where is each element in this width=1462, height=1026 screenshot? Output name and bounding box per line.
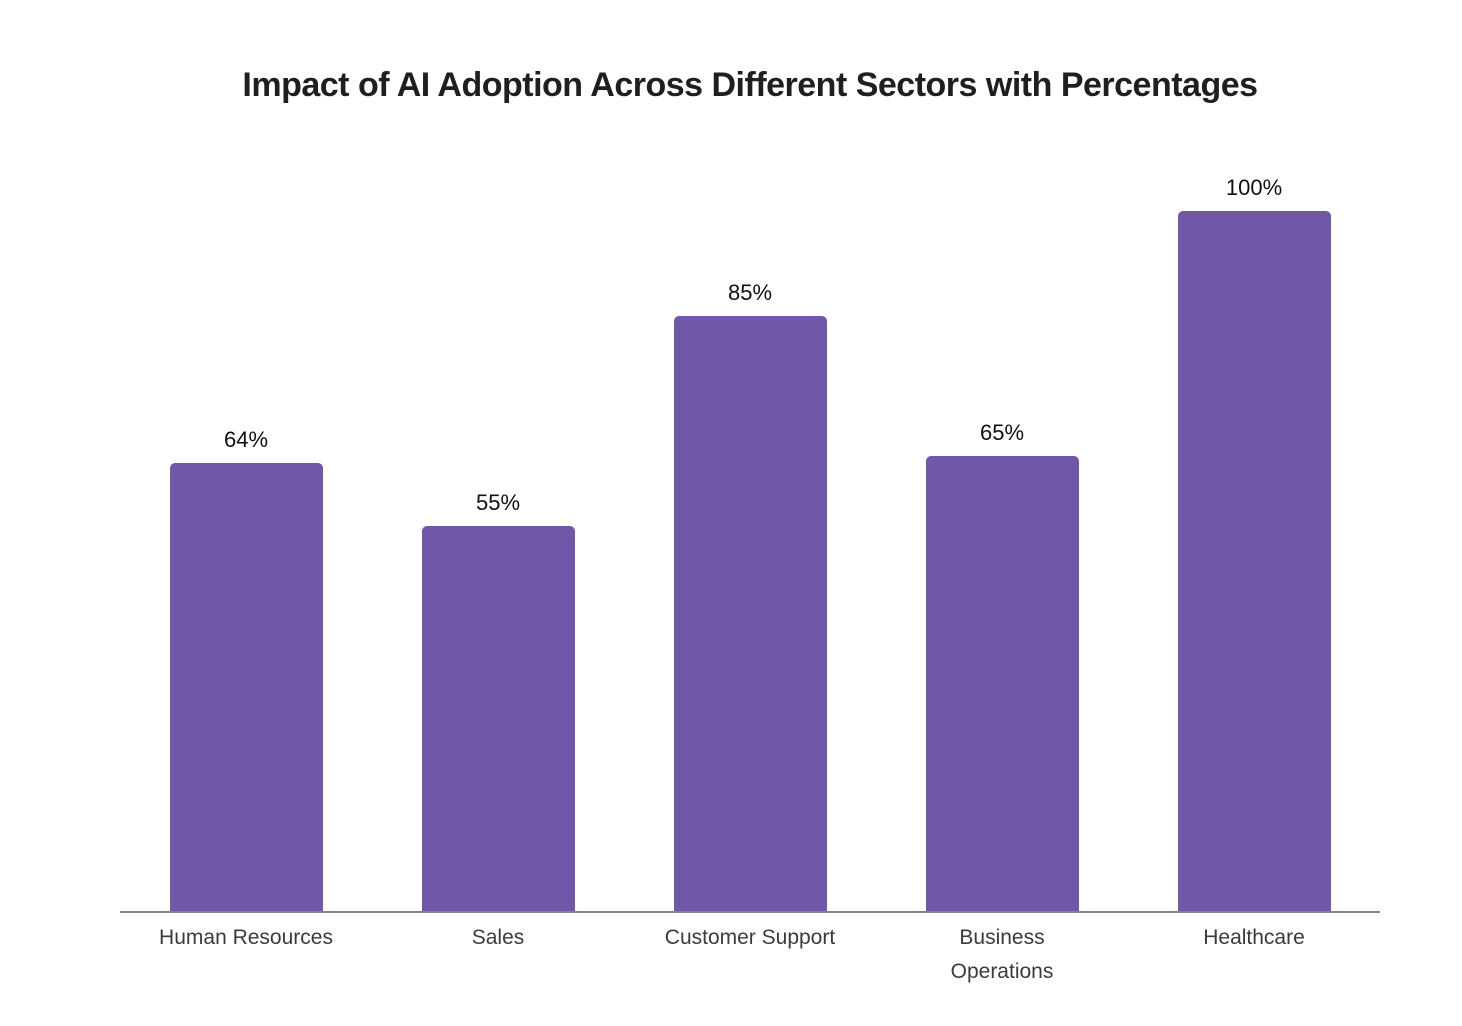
x-axis-category-label: Human Resources	[120, 921, 372, 988]
bar-value-label: 85%	[727, 280, 773, 305]
bar-value-label: 65%	[979, 420, 1025, 445]
bar-slot: 100%	[1128, 175, 1380, 911]
bar-slot: 64%	[120, 211, 372, 911]
x-axis-category-label: Business Operations	[876, 921, 1128, 988]
x-axis-category-label-text: Customer Support	[664, 926, 836, 949]
x-axis-category-label-text: Human Resources	[159, 926, 333, 949]
bar-slot: 55%	[372, 211, 624, 911]
x-axis-category-label: Healthcare	[1128, 921, 1380, 988]
bar-slot: 65%	[876, 211, 1128, 911]
x-axis-category-label-text: Healthcare	[1203, 926, 1305, 949]
x-axis-line	[120, 911, 1380, 913]
chart-title: Impact of AI Adoption Across Different S…	[242, 66, 1258, 104]
bar-value-label: 55%	[475, 490, 521, 515]
bar	[673, 316, 827, 911]
plot-area: 64% 55% 85% 65% 100%	[120, 175, 1380, 911]
bar	[1177, 211, 1331, 911]
x-axis-labels: Human Resources Sales Customer Support Busi…	[120, 921, 1380, 988]
x-axis-category-label: Sales	[372, 921, 624, 988]
bar-value-label: 100%	[1225, 175, 1283, 200]
x-axis-category-label-text: Business Operations	[950, 926, 1054, 983]
bar-slot: 85%	[624, 211, 876, 911]
bar	[169, 463, 323, 911]
bar	[421, 526, 575, 911]
x-axis-category-label: Customer Support	[624, 921, 876, 988]
bar	[925, 456, 1079, 911]
x-axis-category-label-text: Sales	[471, 926, 525, 949]
bar-value-label: 64%	[223, 427, 269, 452]
